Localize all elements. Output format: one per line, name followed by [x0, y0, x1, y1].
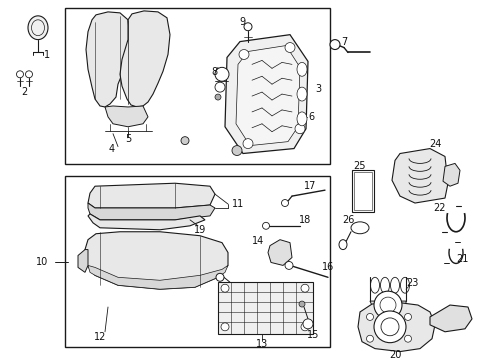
Ellipse shape	[338, 240, 346, 249]
Circle shape	[181, 137, 189, 145]
Text: 7: 7	[340, 37, 346, 46]
Circle shape	[404, 335, 411, 342]
Polygon shape	[357, 302, 434, 352]
Text: 16: 16	[321, 262, 333, 273]
Polygon shape	[88, 183, 215, 208]
Polygon shape	[105, 106, 148, 127]
Polygon shape	[391, 149, 447, 203]
Ellipse shape	[296, 112, 306, 126]
Circle shape	[301, 323, 308, 331]
Circle shape	[366, 335, 373, 342]
Polygon shape	[88, 214, 204, 230]
Circle shape	[379, 297, 395, 313]
Polygon shape	[78, 249, 88, 273]
Polygon shape	[224, 35, 307, 153]
Circle shape	[17, 71, 23, 78]
Text: 19: 19	[193, 225, 206, 235]
Circle shape	[215, 94, 221, 100]
Text: 10: 10	[36, 257, 48, 267]
Text: 12: 12	[94, 332, 106, 342]
Circle shape	[329, 40, 339, 50]
Circle shape	[262, 222, 269, 229]
Text: 2: 2	[21, 87, 27, 97]
Circle shape	[373, 311, 405, 343]
Polygon shape	[88, 203, 215, 220]
Polygon shape	[442, 163, 459, 186]
Ellipse shape	[296, 62, 306, 76]
Circle shape	[231, 145, 242, 156]
Circle shape	[404, 314, 411, 320]
Ellipse shape	[31, 20, 44, 36]
Circle shape	[285, 42, 294, 53]
Circle shape	[294, 124, 305, 134]
Text: 26: 26	[341, 215, 353, 225]
Circle shape	[281, 199, 288, 207]
Circle shape	[221, 284, 228, 292]
Circle shape	[303, 319, 312, 329]
Circle shape	[243, 139, 252, 149]
Text: 14: 14	[251, 236, 264, 246]
Text: 13: 13	[255, 339, 267, 349]
Circle shape	[239, 50, 248, 59]
Text: 23: 23	[405, 278, 417, 288]
Circle shape	[373, 291, 401, 319]
Text: 21: 21	[455, 255, 467, 265]
Circle shape	[244, 23, 251, 31]
Text: 4: 4	[109, 144, 115, 154]
Text: 20: 20	[388, 350, 400, 360]
Ellipse shape	[296, 87, 306, 101]
Circle shape	[301, 284, 308, 292]
Circle shape	[215, 67, 228, 81]
Circle shape	[216, 273, 224, 281]
Text: 3: 3	[314, 84, 321, 94]
Polygon shape	[369, 301, 405, 315]
Ellipse shape	[28, 16, 48, 40]
Text: 8: 8	[210, 67, 217, 77]
Polygon shape	[86, 12, 130, 107]
Circle shape	[366, 314, 373, 320]
Polygon shape	[236, 46, 299, 145]
Bar	[65, 176, 329, 347]
Text: 15: 15	[306, 330, 319, 340]
Text: 24: 24	[428, 139, 440, 149]
Text: 17: 17	[303, 181, 316, 191]
Text: 22: 22	[433, 203, 446, 213]
Text: 9: 9	[239, 17, 244, 27]
Text: 18: 18	[298, 215, 310, 225]
Polygon shape	[88, 265, 227, 289]
Circle shape	[221, 323, 228, 331]
Polygon shape	[120, 11, 170, 107]
Text: 11: 11	[231, 199, 244, 209]
Text: 6: 6	[307, 112, 313, 122]
Text: 1: 1	[44, 50, 50, 60]
Circle shape	[298, 301, 305, 307]
Bar	[353, 172, 371, 210]
Circle shape	[25, 71, 32, 78]
Ellipse shape	[350, 222, 368, 234]
Circle shape	[285, 261, 292, 269]
Circle shape	[215, 82, 224, 92]
Bar	[65, 8, 329, 165]
Bar	[218, 282, 312, 334]
Circle shape	[380, 318, 398, 336]
Polygon shape	[429, 305, 471, 332]
Text: 5: 5	[124, 134, 131, 144]
Bar	[351, 170, 373, 212]
Polygon shape	[85, 232, 227, 289]
Polygon shape	[267, 240, 291, 265]
Text: 25: 25	[353, 161, 366, 171]
